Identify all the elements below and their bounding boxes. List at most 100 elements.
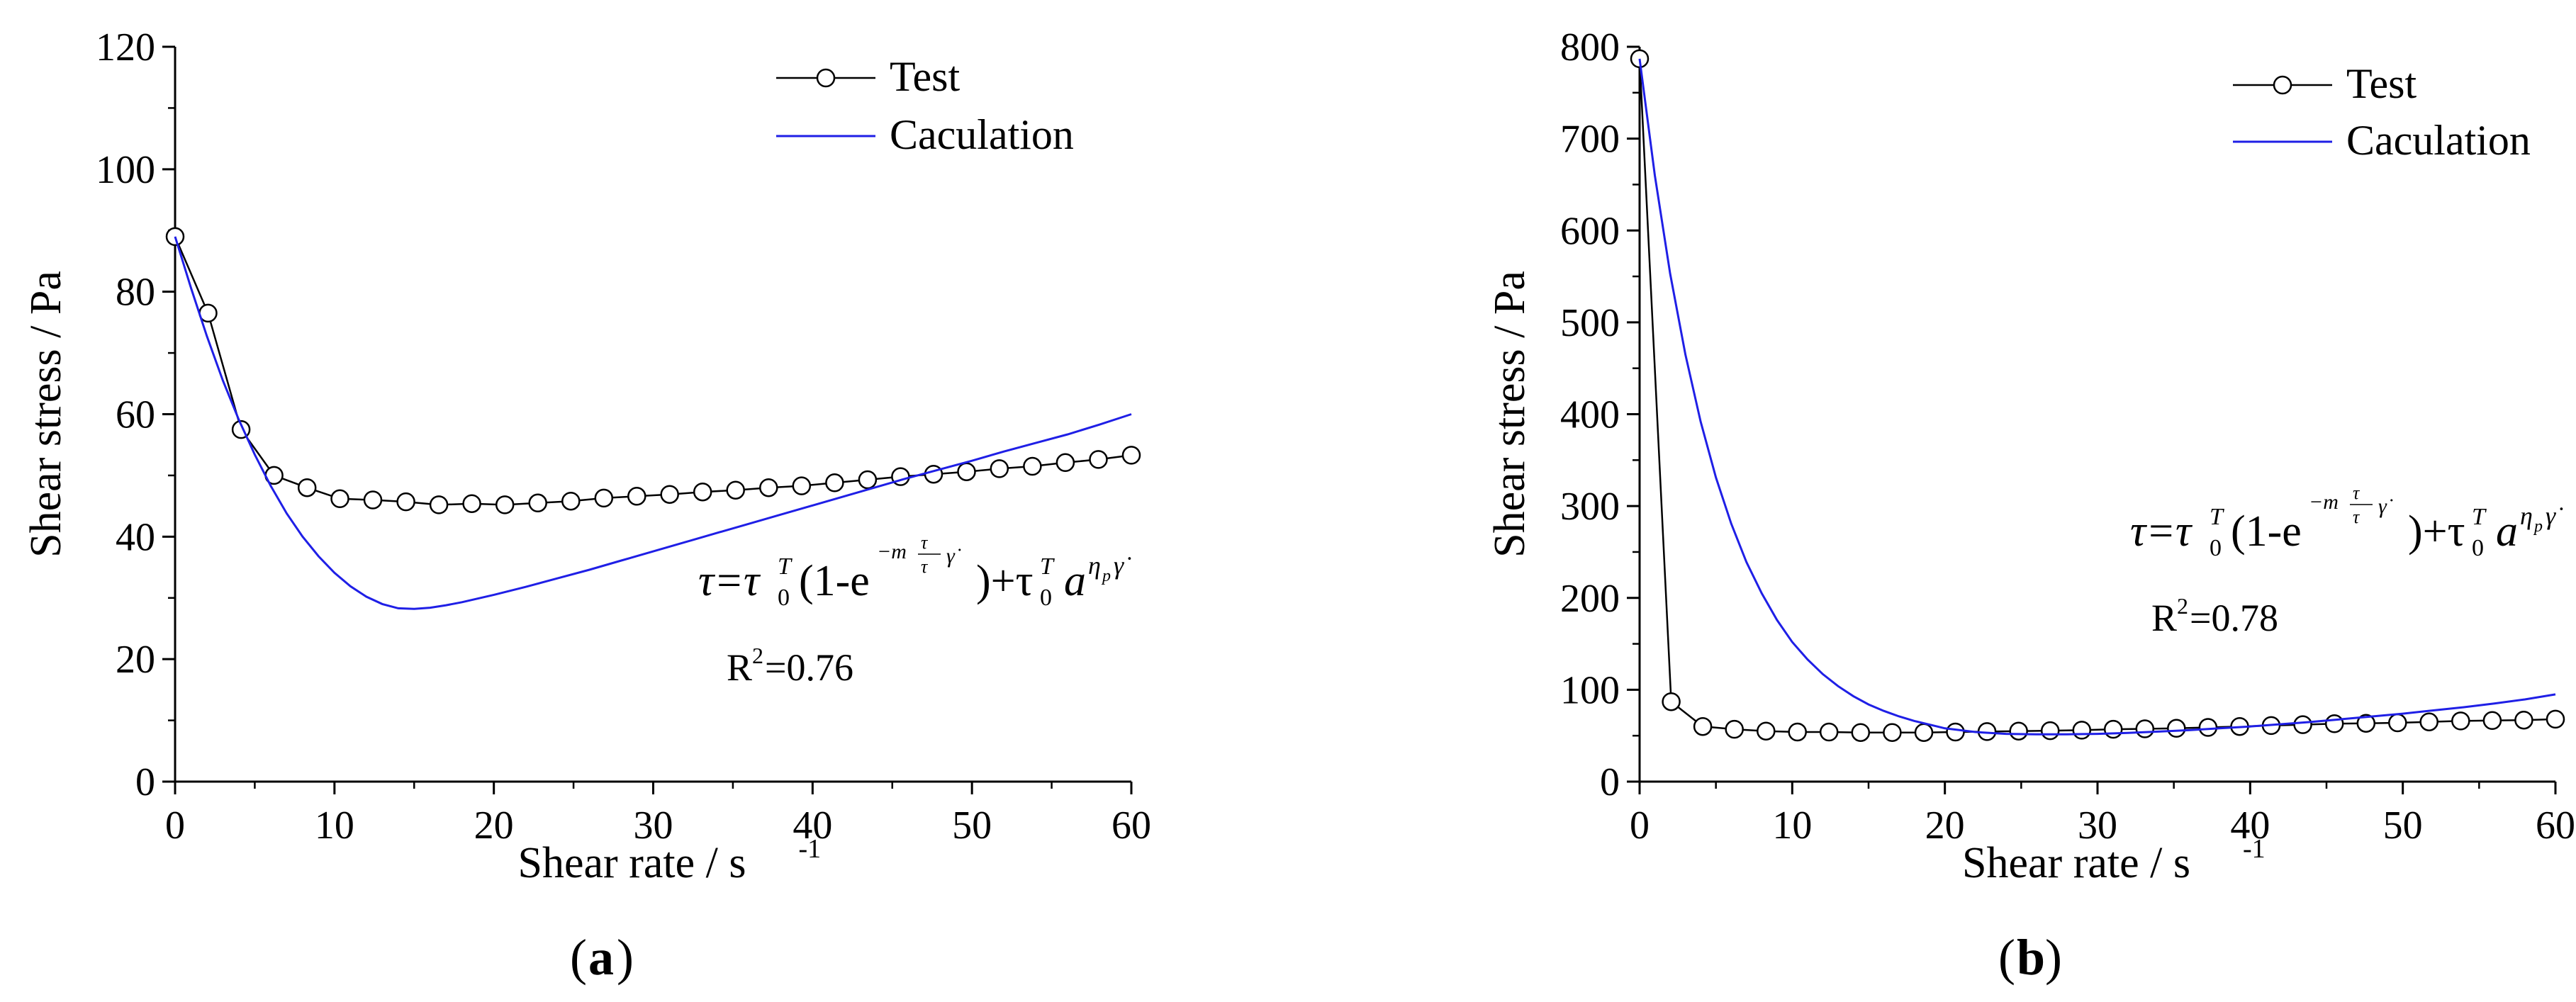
legend-marker-test: [816, 68, 836, 88]
data-point: [2546, 709, 2565, 729]
data-point: [693, 482, 712, 502]
y-tick-label: 500: [1560, 301, 1620, 345]
equation-sub: 0: [2472, 535, 2484, 561]
data-point: [2514, 710, 2533, 730]
data-point: [627, 487, 646, 506]
equation-annotation: τ=τ T0 (1-e−m ττ γ̇)+τ T0 a η p γ̇: [2130, 483, 2563, 561]
x-axis-label: Shear rate / s: [518, 839, 746, 887]
data-point: [429, 495, 449, 514]
y-tick-label: 200: [1560, 577, 1620, 621]
legend-label-caculation: Caculation: [2346, 117, 2531, 164]
data-point: [495, 495, 515, 514]
equation-text: τ=τ: [2130, 507, 2193, 556]
legend-label-test: Test: [890, 53, 960, 100]
equation-exponent-frac-bottom: τ: [2353, 507, 2361, 527]
panel-paren-close: ): [617, 929, 634, 986]
data-point: [2451, 711, 2470, 731]
equation-sup: T: [2472, 504, 2487, 530]
legend-marker-test: [2273, 75, 2292, 95]
y-tick-label: 400: [1560, 393, 1620, 437]
data-point: [297, 478, 317, 497]
r-squared-label: R: [727, 646, 752, 689]
x-tick-label: 30: [634, 804, 673, 848]
data-point: [2388, 713, 2407, 733]
data-point: [825, 473, 844, 492]
series-line: [174, 236, 1132, 506]
data-point: [363, 490, 383, 510]
data-point: [2482, 711, 2502, 731]
equation-exponent-gamma: γ̇: [946, 544, 961, 568]
data-point: [2009, 721, 2028, 741]
x-tick-label: 50: [952, 804, 992, 848]
data-point: [924, 464, 943, 484]
panel-paren-close: ): [2045, 929, 2062, 986]
equation-exponent-eta-sub: p: [1101, 567, 1111, 585]
x-tick-label: 40: [793, 804, 832, 848]
equation-text: τ=τ: [698, 557, 761, 605]
equation-annotation: τ=τ T0 (1-e−m ττ γ̇)+τ T0 a η p γ̇: [698, 532, 1131, 611]
x-tick-label: 20: [1925, 804, 1965, 848]
equation-exponent-gamma: γ̇: [2378, 495, 2393, 518]
equation-exponent-frac-top: τ: [921, 532, 929, 553]
data-point: [1725, 719, 1744, 739]
y-tick-label: 20: [116, 638, 155, 682]
data-point: [2293, 715, 2312, 734]
data-point: [330, 489, 349, 509]
panel-label: (a): [570, 929, 634, 986]
data-point: [1121, 446, 1141, 465]
equation-exponent-gamma: γ̇: [1114, 551, 1131, 580]
equation-exponent-frac-bottom: τ: [921, 556, 929, 577]
x-axis-label-superscript: -1: [2243, 834, 2266, 864]
x-tick-label: 50: [2383, 804, 2423, 848]
y-tick-label: 0: [135, 760, 155, 804]
data-point: [660, 485, 679, 504]
r-squared-annotation: R 2 =0.76: [727, 643, 853, 689]
panel-paren-open: (: [570, 929, 587, 986]
y-tick-label: 800: [1560, 26, 1620, 69]
data-point: [2356, 714, 2376, 733]
y-tick-label: 300: [1560, 485, 1620, 529]
data-point: [2198, 718, 2218, 737]
equation-exponent: −m: [877, 540, 907, 563]
equation-exponent: −m: [2309, 490, 2339, 514]
equation-text: a: [2496, 507, 2518, 556]
equation-sup: T: [778, 553, 793, 580]
y-tick-label: 120: [96, 26, 155, 69]
data-point: [1055, 453, 1075, 473]
x-axis-label: Shear rate / s: [1962, 839, 2190, 887]
equation-text: (1-e: [799, 557, 870, 605]
panel-label-letter: a: [588, 929, 614, 986]
data-point: [858, 470, 878, 490]
equation-text: )+τ: [976, 557, 1034, 605]
equation-exponent-gamma: γ̇: [2546, 502, 2563, 530]
data-point: [1883, 723, 1902, 742]
panel-label: (b): [1998, 929, 2062, 986]
x-tick-label: 10: [315, 804, 354, 848]
legend-label-caculation: Caculation: [890, 111, 1074, 158]
x-tick-label: 40: [2230, 804, 2270, 848]
data-point: [2135, 719, 2155, 738]
y-tick-label: 600: [1560, 209, 1620, 253]
data-point: [594, 488, 614, 508]
equation-sup: T: [1040, 553, 1055, 580]
data-point: [1851, 723, 1871, 742]
data-point: [792, 476, 812, 495]
data-point: [726, 480, 745, 500]
r-squared-sup: 2: [2177, 593, 2188, 619]
x-tick-label: 60: [1111, 804, 1151, 848]
r-squared-sup: 2: [752, 643, 763, 668]
series-test: [1630, 49, 2565, 742]
legend: Test Caculation: [776, 53, 1074, 158]
data-point: [2072, 721, 2092, 740]
y-tick-label: 40: [116, 515, 155, 559]
data-point: [1693, 716, 1713, 736]
data-point: [1757, 721, 1776, 741]
y-axis-label: Shear stress / Pa: [22, 271, 70, 558]
data-point: [1946, 722, 1965, 742]
equation-text: (1-e: [2231, 507, 2302, 556]
y-tick-label: 60: [116, 393, 155, 437]
x-tick-label: 0: [1630, 804, 1650, 848]
equation-exponent-eta: η: [1088, 551, 1101, 580]
